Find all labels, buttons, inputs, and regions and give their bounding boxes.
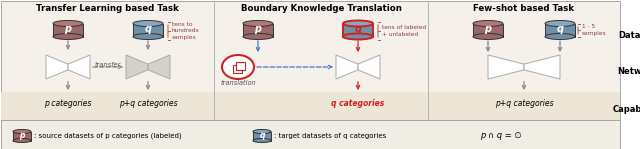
Text: : source datasets of p categories (labeled): : source datasets of p categories (label…	[34, 133, 182, 139]
Polygon shape	[126, 55, 148, 79]
Text: tens to
hundreds
samples: tens to hundreds samples	[172, 22, 200, 40]
Text: Transfer Learning based Task: Transfer Learning based Task	[36, 4, 179, 13]
Text: q: q	[355, 24, 362, 35]
Text: tens of labeled
+ unlabeled: tens of labeled + unlabeled	[382, 25, 426, 37]
Text: p: p	[484, 24, 492, 35]
Bar	[1, 120, 620, 149]
Polygon shape	[148, 55, 170, 79]
Text: transfer: transfer	[95, 62, 121, 68]
Text: p: p	[255, 24, 262, 35]
Text: p ∩ q = ∅: p ∩ q = ∅	[480, 132, 522, 141]
Ellipse shape	[545, 34, 575, 39]
Text: q: q	[557, 24, 563, 35]
Text: Dataset: Dataset	[618, 31, 640, 39]
Ellipse shape	[253, 139, 271, 142]
Text: Few-shot based Task: Few-shot based Task	[474, 4, 575, 13]
Ellipse shape	[473, 21, 503, 27]
Ellipse shape	[13, 139, 31, 142]
Text: Network: Network	[617, 67, 640, 76]
Ellipse shape	[133, 21, 163, 27]
Bar	[1, 120, 620, 149]
Bar	[53, 24, 83, 37]
Text: q: q	[145, 24, 152, 35]
Bar	[133, 24, 163, 37]
Polygon shape	[68, 55, 90, 79]
Ellipse shape	[13, 129, 31, 134]
Ellipse shape	[253, 129, 271, 134]
Text: translation: translation	[220, 80, 256, 86]
Text: p+q categories: p+q categories	[495, 100, 554, 108]
Ellipse shape	[243, 34, 273, 39]
Bar	[233, 65, 242, 73]
Ellipse shape	[343, 21, 373, 27]
Text: p: p	[65, 24, 72, 35]
Ellipse shape	[545, 21, 575, 27]
Bar	[1, 1, 620, 120]
Bar	[243, 24, 273, 37]
Ellipse shape	[53, 21, 83, 27]
Bar	[236, 62, 245, 70]
Ellipse shape	[53, 34, 83, 39]
Polygon shape	[336, 55, 358, 79]
Polygon shape	[358, 55, 380, 79]
Text: q categories: q categories	[332, 100, 385, 108]
Text: : target datasets of q categories: : target datasets of q categories	[274, 133, 387, 139]
Polygon shape	[46, 55, 68, 79]
Ellipse shape	[473, 34, 503, 39]
Ellipse shape	[222, 55, 254, 79]
Text: Capability: Capability	[613, 105, 640, 114]
Ellipse shape	[343, 34, 373, 39]
Text: p categories: p categories	[44, 100, 92, 108]
Bar	[1, 92, 620, 120]
Text: p: p	[19, 131, 25, 140]
Ellipse shape	[133, 34, 163, 39]
Bar	[473, 24, 503, 37]
Text: Boundary Knowledge Translation: Boundary Knowledge Translation	[241, 4, 401, 13]
Bar	[343, 24, 373, 37]
Bar	[545, 24, 575, 37]
Text: q: q	[259, 131, 265, 140]
Bar	[13, 132, 31, 141]
Polygon shape	[488, 55, 524, 79]
Ellipse shape	[243, 21, 273, 27]
Text: p+q categories: p+q categories	[118, 100, 177, 108]
Bar	[253, 132, 271, 141]
Text: 1 - 5
samples: 1 - 5 samples	[582, 24, 607, 36]
Polygon shape	[524, 55, 560, 79]
